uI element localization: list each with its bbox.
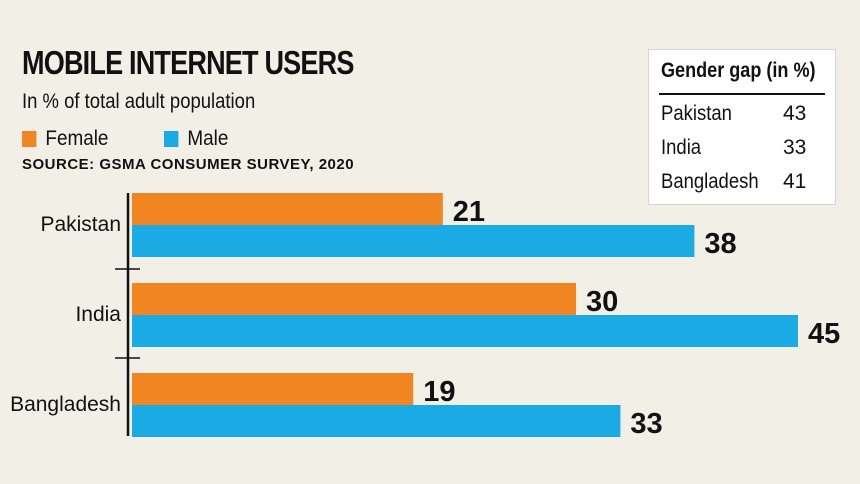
data-label: 30: [586, 286, 618, 318]
legend-label-female: Female: [45, 127, 109, 150]
legend-swatch-male: [164, 131, 179, 147]
data-label: 21: [453, 196, 485, 228]
gender-gap-value: 33: [783, 136, 807, 159]
data-label: 38: [704, 228, 736, 260]
source-note: SOURCE: GSMA CONSUMER SURVEY, 2020: [22, 156, 355, 173]
gender-gap-country: Pakistan: [661, 102, 732, 125]
category-label: Bangladesh: [10, 393, 121, 416]
bar-female: [132, 193, 443, 225]
legend-item-male: Male: [164, 127, 228, 151]
bar-female: [132, 283, 576, 315]
category-label: Pakistan: [40, 213, 121, 236]
gender-gap-divider: [659, 93, 825, 95]
bar-male: [132, 225, 695, 257]
category-label: India: [75, 303, 121, 326]
gender-gap-value: 41: [783, 170, 807, 193]
chart-title: MOBILE INTERNET USERS: [22, 44, 354, 81]
gender-gap-table: Gender gap (in %) Pakistan 43 India 33 B…: [648, 49, 836, 205]
bar-female: [132, 373, 414, 405]
legend-item-female: Female: [22, 127, 108, 151]
bar-male: [132, 315, 798, 347]
chart-subtitle: In % of total adult population: [22, 90, 256, 113]
gender-gap-value: 43: [783, 102, 807, 125]
legend: Female Male: [22, 126, 282, 152]
gender-gap-country: Bangladesh: [661, 170, 759, 193]
gender-gap-country: India: [661, 136, 702, 159]
bar-male: [132, 405, 621, 437]
legend-swatch-female: [22, 131, 37, 147]
data-label: 45: [808, 318, 840, 350]
data-label: 33: [630, 408, 662, 440]
gender-gap-title: Gender gap (in %): [661, 59, 816, 82]
data-label: 19: [423, 376, 455, 408]
legend-label-male: Male: [187, 127, 229, 150]
